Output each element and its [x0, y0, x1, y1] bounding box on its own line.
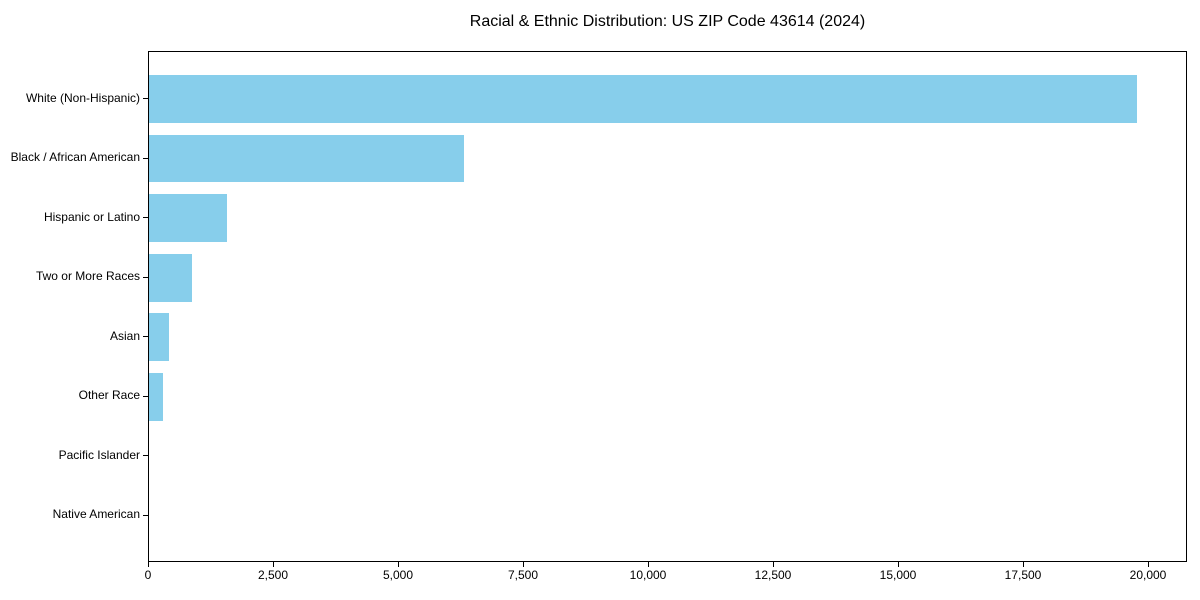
x-tick-mark	[1148, 562, 1149, 567]
y-tick-mark	[143, 217, 148, 219]
x-tick-label: 20,000	[1129, 568, 1167, 582]
x-tick-mark	[898, 562, 899, 567]
x-tick-label: 12,500	[754, 568, 792, 582]
y-tick-label: White (Non-Hispanic)	[25, 90, 140, 105]
x-tick-mark	[773, 562, 774, 567]
x-tick-mark	[398, 562, 399, 567]
y-tick-mark	[143, 514, 148, 516]
y-tick-mark	[143, 395, 148, 397]
y-tick-label: Asian	[109, 328, 140, 343]
x-tick-mark	[523, 562, 524, 567]
plot-area	[148, 51, 1187, 562]
x-tick-label: 17,500	[1004, 568, 1042, 582]
x-tick-mark	[273, 562, 274, 567]
bar-hispanic-or-latino	[149, 194, 227, 242]
y-tick-label: Hispanic or Latino	[43, 209, 140, 224]
bar-other-race	[149, 373, 163, 421]
y-tick-label: Two or More Races	[35, 269, 140, 284]
bar-asian	[149, 313, 169, 362]
x-tick-label: 10,000	[629, 568, 667, 582]
x-tick-label: 15,000	[879, 568, 917, 582]
y-tick-label: Other Race	[78, 388, 140, 403]
y-tick-label: Black / African American	[10, 150, 140, 165]
y-tick-mark	[143, 276, 148, 278]
x-tick-mark	[148, 562, 149, 567]
chart-title: Racial & Ethnic Distribution: US ZIP Cod…	[469, 13, 866, 30]
bar-black-african-american	[149, 134, 464, 183]
bar-white-non-hispanic	[149, 75, 1137, 123]
y-tick-mark	[143, 98, 148, 100]
y-tick-label: Pacific Islander	[58, 447, 140, 462]
bar-two-or-more-races	[149, 253, 192, 302]
y-tick-mark	[143, 157, 148, 159]
x-tick-label: 2,500	[257, 568, 289, 582]
y-tick-label: Native American	[52, 507, 140, 522]
x-tick-mark	[1023, 562, 1024, 567]
x-tick-mark	[648, 562, 649, 567]
x-tick-label: 7,500	[507, 568, 539, 582]
y-tick-mark	[143, 455, 148, 457]
x-tick-label: 0	[144, 568, 152, 582]
x-tick-label: 5,000	[382, 568, 414, 582]
y-tick-mark	[143, 336, 148, 338]
